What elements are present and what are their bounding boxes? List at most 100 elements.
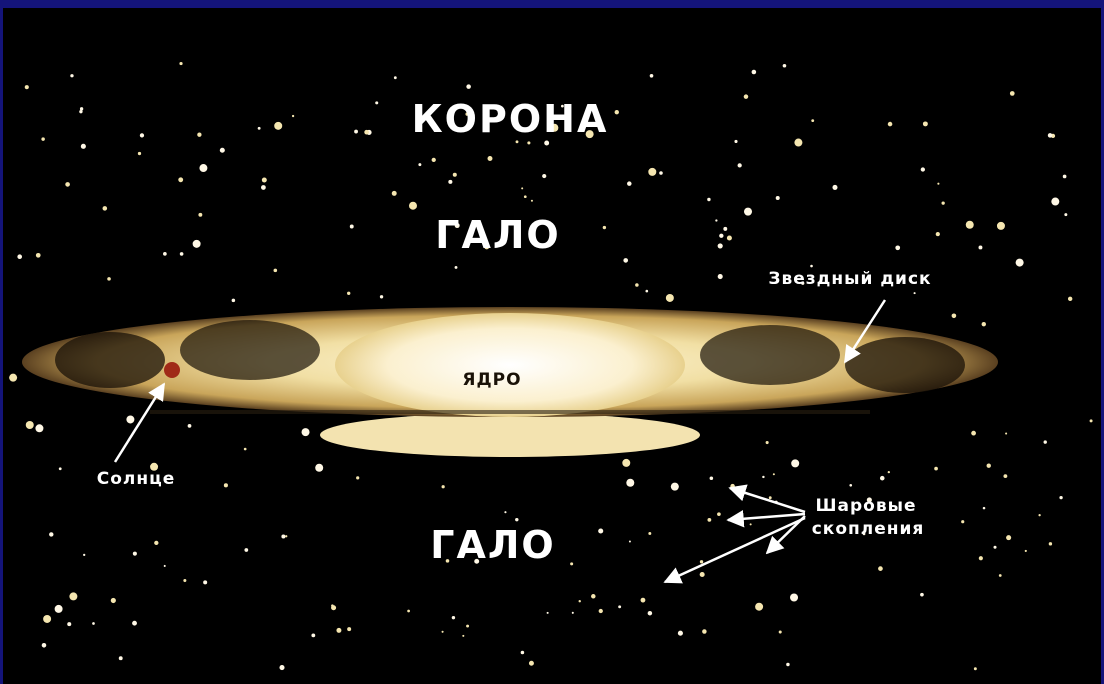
star [961, 520, 964, 523]
star [783, 64, 787, 68]
star [529, 661, 534, 666]
star [974, 667, 977, 670]
star [364, 130, 369, 135]
star [934, 467, 938, 471]
star [923, 121, 928, 126]
star [375, 101, 378, 104]
star [442, 631, 444, 633]
star [723, 227, 727, 231]
star [178, 177, 183, 182]
star [67, 622, 71, 626]
star [244, 448, 247, 451]
star [442, 485, 445, 488]
star [224, 483, 228, 487]
star [888, 122, 893, 127]
star [715, 219, 717, 221]
star [615, 110, 619, 114]
star [987, 464, 991, 468]
star [350, 225, 354, 229]
star [1003, 474, 1007, 478]
star [648, 611, 653, 616]
star [734, 140, 737, 143]
star [453, 173, 457, 177]
star [635, 283, 639, 287]
star [942, 202, 945, 205]
star [811, 119, 814, 122]
star [1006, 535, 1011, 540]
star [1038, 514, 1040, 516]
star [354, 130, 358, 134]
star [718, 243, 723, 248]
star [524, 195, 527, 198]
star [462, 635, 464, 637]
star [717, 512, 721, 516]
star [810, 265, 813, 268]
star [188, 424, 192, 428]
core-label: ЯДРО [462, 370, 521, 390]
star [138, 152, 141, 155]
star [83, 554, 85, 556]
star [163, 252, 167, 256]
star [572, 612, 574, 614]
star [769, 496, 772, 499]
star [570, 562, 573, 565]
star [678, 631, 683, 636]
star [41, 137, 44, 140]
star [648, 168, 656, 176]
star [356, 476, 359, 479]
star [1005, 433, 1007, 435]
star [707, 198, 710, 201]
star [179, 62, 182, 65]
star [26, 421, 34, 429]
star [531, 200, 533, 202]
star [262, 178, 267, 183]
star [17, 254, 22, 259]
star [65, 182, 70, 187]
star [504, 511, 506, 513]
star [315, 464, 323, 472]
star [1044, 440, 1047, 443]
star [119, 656, 123, 660]
star [193, 240, 201, 248]
star [521, 651, 525, 655]
star [347, 292, 350, 295]
star [542, 174, 546, 178]
star [738, 163, 742, 167]
star [702, 629, 706, 633]
star [937, 183, 939, 185]
star [744, 94, 748, 98]
halo-label: ГАЛО [430, 523, 556, 567]
star [394, 76, 397, 79]
star [197, 133, 201, 137]
star [232, 299, 236, 303]
star [274, 122, 282, 130]
star [1016, 259, 1024, 267]
star [982, 322, 986, 326]
sun-marker [164, 362, 180, 378]
star [111, 598, 116, 603]
star [1059, 496, 1062, 499]
star [914, 292, 916, 294]
star [302, 428, 310, 436]
disk-label: Звездный диск [768, 269, 931, 289]
star [648, 532, 651, 535]
spiral-gap [180, 320, 320, 380]
star [888, 471, 890, 473]
star [198, 213, 202, 217]
star [183, 579, 186, 582]
star [69, 592, 77, 600]
star [49, 532, 53, 536]
star [258, 127, 261, 130]
star [380, 295, 383, 298]
bulge [335, 313, 685, 417]
star [719, 234, 723, 238]
star [347, 627, 351, 631]
lower-band [320, 413, 700, 457]
star [750, 523, 752, 525]
star [452, 616, 455, 619]
halo-label: ГАЛО [435, 213, 561, 257]
star [755, 603, 763, 611]
star [849, 484, 852, 487]
star [880, 476, 885, 481]
star [1025, 550, 1027, 552]
